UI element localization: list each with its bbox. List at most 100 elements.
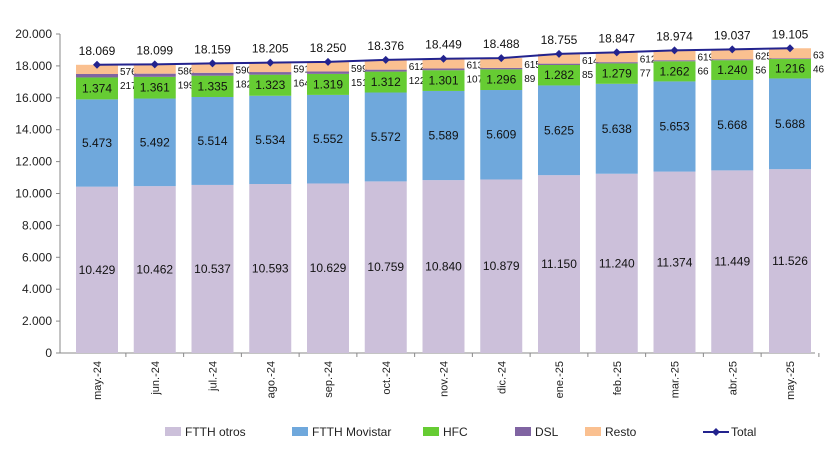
data-label: 10.537 (194, 262, 231, 276)
bar-segment-ftth-movistar (711, 79, 754, 171)
data-label-resto: 619 (698, 52, 715, 63)
data-label: 5.609 (486, 128, 516, 142)
bar-segment-hfc (422, 70, 465, 91)
data-label: 1.262 (659, 64, 689, 78)
x-tick-label: may.-25 (785, 361, 797, 400)
total-marker (786, 44, 794, 53)
data-label-dsl: 107 (467, 75, 484, 86)
legend-swatch (292, 427, 308, 436)
legend-label: DSL (535, 425, 559, 439)
data-label: 5.668 (717, 118, 747, 132)
data-label: 5.638 (602, 122, 632, 136)
data-label: 1.335 (197, 79, 227, 93)
bar-segment-dsl (422, 68, 465, 71)
data-label: 11.240 (599, 256, 635, 270)
bar-segment-ftth-otros (595, 173, 638, 353)
data-label-resto: 630 (813, 50, 824, 61)
bar-segment-ftth-otros (711, 170, 754, 353)
data-label: 11.449 (714, 255, 750, 269)
x-tick-label: mar.-25 (670, 361, 682, 398)
bar-segment-dsl (538, 63, 580, 65)
y-tick-label: 10.000 (15, 187, 52, 201)
x-tick-label: feb.-25 (612, 361, 624, 395)
x-tick-label: jun.-24 (150, 361, 162, 396)
data-label: 10.429 (79, 263, 116, 277)
total-marker (612, 48, 621, 57)
data-label-dsl: 199 (178, 80, 195, 91)
x-tick-label: abr.-25 (727, 361, 739, 395)
total-label: 18.974 (656, 29, 693, 43)
total-label: 18.099 (136, 43, 173, 57)
data-label-resto: 613 (467, 61, 484, 72)
bar-segment-dsl (480, 67, 523, 70)
y-tick-label: 0 (45, 346, 52, 360)
data-label: 10.840 (425, 260, 462, 274)
data-label: 10.629 (310, 261, 347, 275)
data-label: 1.319 (313, 77, 343, 91)
total-label: 18.449 (425, 38, 462, 52)
bar-segment-dsl (595, 62, 638, 64)
data-label-dsl: 66 (698, 66, 710, 77)
bar-segment-ftth-movistar (307, 94, 349, 184)
bar-segment-ftth-otros (307, 183, 349, 353)
data-label: 5.572 (371, 130, 401, 144)
bar-segment-ftth-otros (191, 184, 234, 353)
total-marker (439, 54, 448, 63)
total-marker (497, 54, 506, 63)
total-label: 18.250 (310, 41, 347, 55)
data-label: 1.240 (717, 63, 747, 77)
bar-segment-ftth-movistar (76, 99, 118, 187)
total-marker (150, 60, 159, 69)
bar-segment-dsl (653, 60, 696, 62)
bar-segment-hfc (76, 77, 118, 100)
bar-segment-ftth-otros (422, 180, 465, 353)
data-label: 11.374 (657, 255, 693, 269)
data-label: 1.282 (544, 68, 574, 82)
total-marker (324, 57, 332, 66)
y-tick-label: 12.000 (15, 155, 52, 169)
bar-segment-dsl (133, 73, 176, 77)
data-label: 1.301 (428, 74, 458, 88)
bar-segment-dsl (769, 58, 811, 60)
total-marker (670, 46, 679, 55)
x-tick-label: jul.-24 (208, 361, 220, 392)
bar-segment-ftth-movistar (133, 98, 176, 187)
data-label: 5.625 (544, 123, 574, 137)
total-label: 18.205 (252, 42, 289, 56)
data-label: 5.492 (140, 135, 170, 149)
bar-segment-ftth-otros (249, 184, 292, 353)
bar-segment-hfc (364, 71, 407, 93)
bar-segment-resto (653, 50, 696, 61)
legend-label: HFC (443, 425, 468, 439)
total-label: 18.159 (194, 42, 231, 56)
bar-segment-hfc (653, 61, 696, 82)
bar-segment-resto (249, 62, 292, 73)
x-tick-label: dic.-24 (496, 361, 508, 394)
bar-segment-hfc (595, 63, 638, 84)
bar-segment-ftth-movistar (595, 83, 638, 174)
y-tick-label: 20.000 (15, 27, 52, 41)
x-tick-label: nov.-24 (439, 361, 451, 397)
bar-segment-resto (480, 58, 523, 68)
data-label: 5.473 (82, 136, 112, 150)
legend-label: Total (731, 425, 756, 439)
x-tick-label: sep.-24 (323, 361, 335, 398)
bar-segment-ftth-otros (76, 186, 118, 353)
data-label: 1.361 (140, 81, 170, 95)
bar-segment-resto (307, 61, 349, 72)
legend-label: FTTH Movistar (312, 425, 391, 439)
total-label: 18.755 (541, 33, 578, 47)
x-tick-label: may.-24 (92, 361, 104, 400)
data-label: 11.526 (772, 254, 808, 268)
bar-segment-hfc (133, 76, 176, 99)
data-label: 5.534 (255, 133, 285, 147)
y-tick-label: 14.000 (15, 123, 52, 137)
legend-swatch (585, 427, 601, 436)
data-label-dsl: 77 (640, 68, 652, 79)
bar-segment-ftth-otros (538, 175, 580, 353)
y-tick-label: 16.000 (15, 91, 52, 105)
bar-segment-ftth-otros (769, 169, 811, 353)
y-tick-label: 18.000 (15, 59, 52, 73)
